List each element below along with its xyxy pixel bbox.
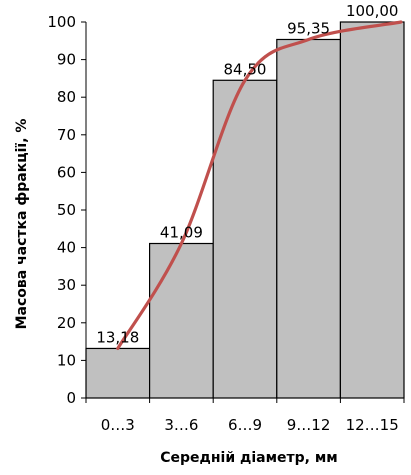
- bar: [149, 242, 214, 399]
- bars: [85, 21, 405, 399]
- data-labels: 13,18 41,09 84,50 95,35 100,00: [96, 2, 398, 346]
- x-tick-label: 6…9: [228, 416, 262, 434]
- bar-value-label: 13,18: [96, 328, 139, 346]
- bar-value-label: 84,50: [224, 60, 267, 78]
- y-tick-label: 0: [66, 389, 76, 407]
- bar-value-label: 41,09: [160, 224, 203, 242]
- y-axis: 0 10 20 30 40 50 60 70 80 90 100: [47, 13, 87, 407]
- y-tick-label: 10: [57, 351, 76, 369]
- x-tick-label: 0…3: [101, 416, 135, 434]
- x-axis: 0…3 3…6 6…9 9…12 12…15: [85, 397, 405, 434]
- y-tick-label: 70: [57, 126, 76, 144]
- y-tick-label: 30: [57, 276, 76, 294]
- bar-value-label: 100,00: [346, 2, 399, 20]
- x-tick-label: 9…12: [287, 416, 331, 434]
- y-tick-label: 20: [57, 314, 76, 332]
- cumulative-curve: [116, 20, 403, 351]
- y-tick-label: 80: [57, 88, 76, 106]
- bar: [85, 347, 151, 399]
- bar: [276, 38, 341, 399]
- y-axis-title: Масова частка фракції, %: [14, 119, 30, 330]
- y-tick-label: 60: [57, 163, 76, 181]
- bar-value-label: 95,35: [287, 19, 330, 37]
- x-tick-label: 12…15: [346, 416, 399, 434]
- y-tick-label: 40: [57, 239, 76, 257]
- x-tick-label: 3…6: [164, 416, 198, 434]
- y-tick-label: 90: [57, 51, 76, 69]
- bar: [339, 21, 405, 399]
- x-axis-title: Середній діаметр, мм: [160, 450, 337, 466]
- y-tick-label: 100: [47, 13, 76, 31]
- y-tick-label: 50: [57, 201, 76, 219]
- curve-line: [116, 20, 403, 351]
